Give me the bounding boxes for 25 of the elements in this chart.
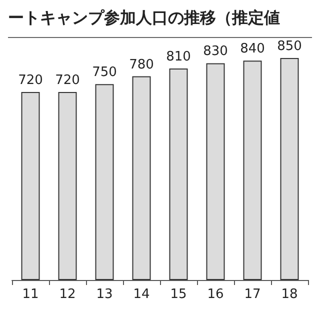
bar xyxy=(280,58,299,280)
x-tick-label: 17 xyxy=(244,287,261,302)
bar xyxy=(95,84,114,280)
data-label: 850 xyxy=(277,39,302,54)
bar xyxy=(21,92,40,280)
bar xyxy=(169,68,188,280)
x-tick-label: 18 xyxy=(281,287,298,302)
data-label: 830 xyxy=(203,44,228,60)
chart-title: ートキャンプ参加人口の推移（推定値 xyxy=(8,8,312,38)
data-label: 840 xyxy=(240,42,265,57)
x-tick-label: 13 xyxy=(96,287,113,302)
bar xyxy=(58,92,77,280)
data-label: 750 xyxy=(92,65,117,80)
data-label: 720 xyxy=(18,72,43,88)
x-tick-label: 12 xyxy=(59,287,76,302)
data-label: 780 xyxy=(129,57,154,72)
bar xyxy=(243,60,262,280)
x-tick-label: 16 xyxy=(207,287,224,302)
bar xyxy=(132,76,151,280)
x-tick-label: 15 xyxy=(170,287,187,302)
data-label: 810 xyxy=(166,49,191,64)
x-tick-label: 14 xyxy=(133,287,150,302)
bar xyxy=(206,63,225,280)
x-tick-label: 11 xyxy=(22,287,39,302)
data-label: 720 xyxy=(55,72,80,88)
